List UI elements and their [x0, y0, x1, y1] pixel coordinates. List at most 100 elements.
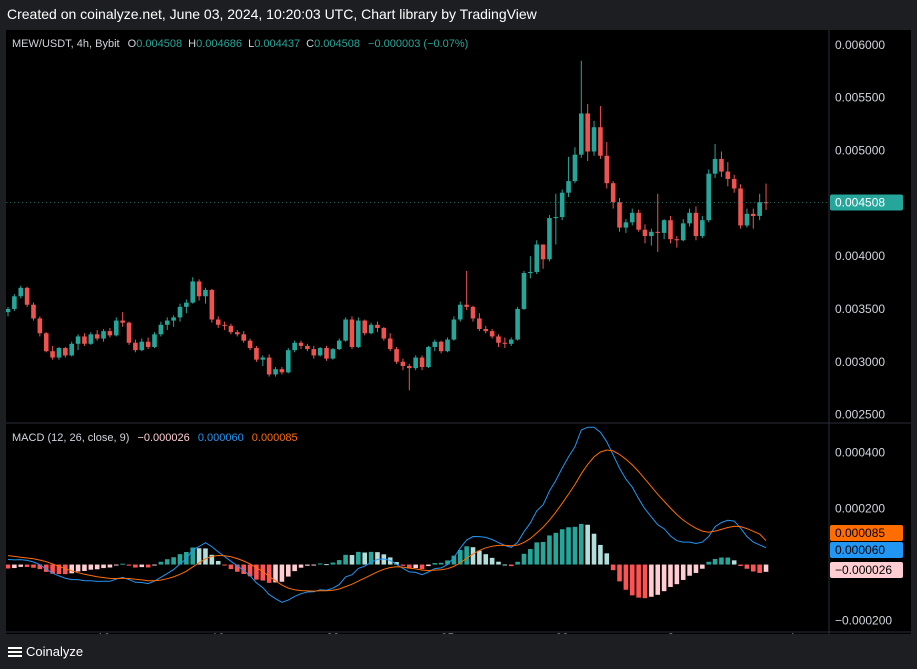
macd-histogram-bar [273, 564, 278, 583]
macd-histogram-bar [222, 564, 227, 566]
candle-body [413, 357, 418, 369]
macd-histogram-bar [260, 564, 266, 581]
macd-histogram-bar [477, 550, 482, 565]
candle-body [43, 333, 49, 352]
macd-histogram-bar [438, 562, 444, 565]
macd-histogram-bar [712, 558, 718, 565]
high-value: 0.004686 [196, 38, 242, 50]
macd-tick-label: 0.000200 [835, 501, 885, 515]
candle-body [636, 212, 641, 230]
candle-body [375, 324, 380, 328]
macd-histogram-bar [559, 529, 565, 565]
macd-histogram-bar [75, 564, 81, 572]
macd-histogram-bar [317, 563, 323, 565]
candle-body [330, 349, 336, 359]
macd-histogram-bar [572, 526, 578, 565]
candle-body [69, 343, 74, 356]
candle-body [731, 178, 737, 189]
macd-histogram-bar [426, 564, 431, 567]
candle-body [617, 202, 622, 228]
macd-value-badge-text: 0.000060 [835, 543, 885, 557]
candle-body [502, 342, 508, 344]
candle-body [18, 287, 24, 297]
candles [5, 60, 769, 391]
candle-body [37, 318, 43, 334]
macd-histogram-bar [451, 555, 457, 565]
macd-histogram-bar [69, 564, 74, 574]
candle-body [457, 304, 463, 320]
candle-body [133, 342, 138, 351]
macd-histogram-bar [508, 564, 514, 567]
macd-histogram-bar [12, 564, 17, 569]
candle-body [712, 158, 718, 174]
macd-histogram-bar [196, 548, 202, 565]
candle-body [515, 308, 520, 340]
chart-area[interactable]: 0.0060000.0055000.0050000.0045000.004000… [5, 30, 911, 645]
close-label: C [306, 38, 315, 50]
macd-histogram-bar [636, 564, 641, 598]
price-tick-label: 0.005500 [835, 91, 885, 105]
candle-body [489, 331, 495, 337]
macd-histogram-bar [725, 557, 731, 565]
candle-body [158, 324, 164, 335]
macd-histogram-bar [757, 564, 762, 573]
macd-histogram-bar [668, 564, 673, 587]
candle-body [477, 318, 482, 330]
low-label: L [248, 38, 255, 50]
candle-body [604, 155, 610, 184]
candle-body [706, 173, 711, 221]
candle-body [572, 154, 578, 182]
candle-body [655, 231, 661, 233]
candle-body [343, 319, 348, 341]
candle-body [247, 340, 253, 349]
candle-body [266, 357, 272, 375]
macd-histogram-bar [521, 553, 527, 565]
candle-body [438, 341, 444, 352]
candle-body [317, 348, 323, 356]
macd-histogram-bar [18, 564, 24, 567]
macd-histogram-bar [553, 532, 559, 565]
macd-value-badge [830, 542, 903, 558]
candle-body [700, 220, 705, 237]
macd-histogram-bar [649, 564, 654, 597]
open-label: O [127, 38, 137, 50]
chart-svg[interactable]: 0.0060000.0055000.0050000.0045000.004000… [5, 30, 911, 645]
signal-line [7, 449, 767, 592]
macd-histogram-bar [655, 564, 661, 595]
candle-body [610, 183, 616, 203]
change-value: −0.000003 (−0.07%) [368, 38, 469, 50]
brand[interactable]: Coinalyze [8, 644, 83, 659]
macd-histogram-bar [298, 564, 304, 568]
macd-tick-label: −0.000200 [835, 614, 892, 628]
price-tick-label: 0.003500 [835, 302, 885, 316]
footer-bar: Coinalyze [0, 634, 917, 669]
macd-histogram-bar [534, 542, 540, 565]
macd-histogram-bar [680, 564, 686, 580]
macd-histogram-bar [215, 560, 221, 565]
candle-body [241, 334, 246, 341]
macd-layer [5, 426, 769, 603]
candle-body [196, 281, 202, 297]
candle-body [719, 158, 724, 172]
macd-histogram-bar [591, 533, 597, 565]
macd-histogram-bar [63, 564, 68, 575]
macd-histogram-bar [540, 541, 546, 565]
candle-body [362, 320, 368, 334]
macd-histogram-bar [457, 549, 463, 565]
histogram-value-badge [830, 562, 903, 578]
candle-body [50, 351, 55, 358]
macd-histogram-bar [113, 564, 119, 566]
candle-body [126, 322, 132, 343]
candle-body [75, 336, 81, 344]
candle-body [419, 357, 425, 368]
price-tick-label: 0.002500 [835, 408, 885, 422]
macd-histogram-bar [407, 564, 412, 569]
candle-body [82, 336, 87, 344]
macd-histogram-bar [311, 564, 317, 566]
price-legend: MEW/USDT, 4h, Bybit O0.004508 H0.004686 … [12, 38, 468, 50]
macd-histogram-bar [502, 564, 508, 566]
candle-body [598, 127, 603, 156]
macd-histogram-bar [247, 564, 253, 577]
macd-histogram-bar [235, 564, 240, 572]
signal-value-badge [830, 525, 903, 541]
